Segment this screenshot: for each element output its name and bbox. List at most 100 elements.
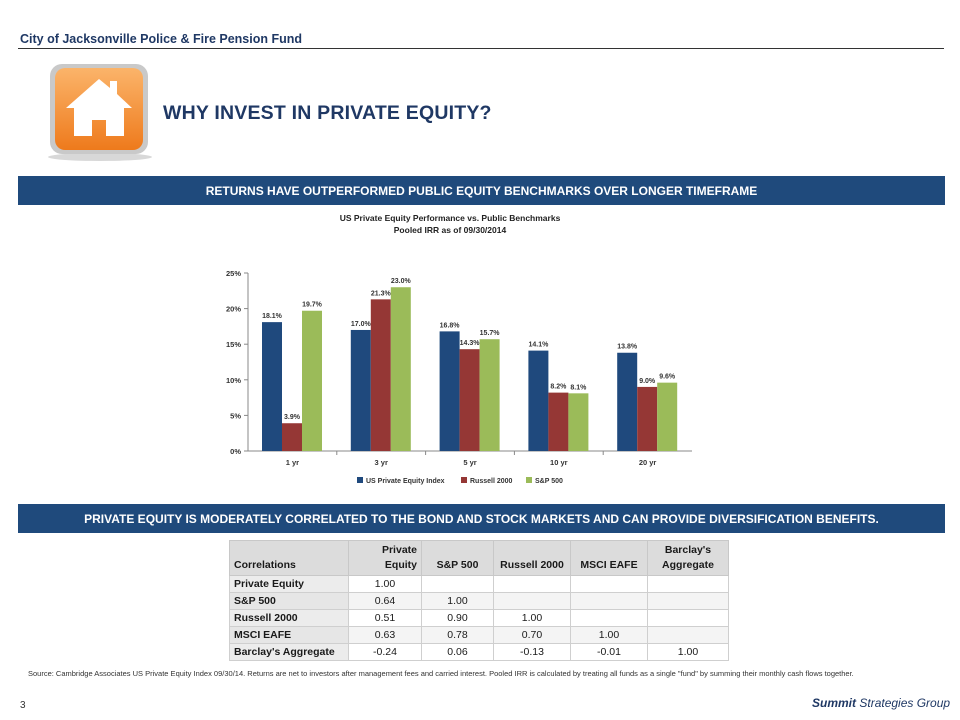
legend-label: Russell 2000 — [470, 478, 513, 485]
table-cell: 1.00 — [570, 626, 648, 644]
bar — [262, 322, 282, 451]
table-cell: 0.06 — [421, 643, 494, 661]
bar — [548, 392, 569, 451]
table-header: Russell 2000 — [493, 540, 571, 576]
table-cell: 1.00 — [348, 575, 422, 593]
x-tick-label: 5 yr — [463, 458, 476, 467]
y-tick-label: 15% — [226, 340, 241, 349]
data-label: 15.7% — [480, 330, 501, 337]
table-header: Private Equity — [348, 540, 422, 576]
bar — [637, 386, 658, 451]
bar — [459, 349, 480, 451]
table-cell: -0.24 — [348, 643, 422, 661]
table-cell: 1.00 — [647, 643, 729, 661]
x-tick-label: 1 yr — [286, 458, 299, 467]
data-label: 18.1% — [262, 313, 283, 320]
data-label: 9.6% — [659, 374, 676, 381]
table-row: Russell 2000 0.51 0.90 1.00 — [229, 609, 729, 627]
organization-name: City of Jacksonville Police & Fire Pensi… — [20, 32, 303, 46]
data-label: 16.8% — [440, 322, 461, 329]
bar — [617, 352, 638, 451]
row-label: S&P 500 — [229, 592, 349, 610]
data-label: 3.9% — [284, 414, 301, 421]
data-label: 13.8% — [617, 344, 638, 351]
table-cell: -0.01 — [570, 643, 648, 661]
data-label: 23.0% — [391, 278, 412, 285]
data-label: 9.0% — [639, 378, 656, 385]
data-label: 8.2% — [550, 384, 567, 391]
bar-chart: 0% 5% 10% 15% 20% 25% 18.1% 3.9% 19.7% 1 yr 17.0% 2… — [226, 269, 692, 485]
page-title: WHY INVEST IN PRIVATE EQUITY? — [163, 102, 492, 124]
y-tick-label: 25% — [226, 269, 241, 278]
x-tick-label: 20 yr — [639, 458, 657, 467]
legend-swatch — [357, 477, 363, 483]
table-cell: 0.90 — [421, 609, 494, 627]
data-label: 17.0% — [351, 321, 372, 328]
bar — [350, 329, 371, 451]
table-cell — [647, 575, 729, 593]
page-number: 3 — [20, 700, 26, 711]
legend-swatch — [461, 477, 467, 483]
y-tick-label: 5% — [230, 411, 241, 420]
bar — [528, 350, 549, 451]
data-label: 14.3% — [460, 340, 481, 347]
table-cell: 0.51 — [348, 609, 422, 627]
bar — [282, 423, 302, 451]
section-banner-correlation: PRIVATE EQUITY IS MODERATELY CORRELATED … — [18, 504, 945, 533]
bar — [479, 339, 500, 451]
bar — [370, 299, 391, 451]
table-row: S&P 500 0.64 1.00 — [229, 592, 729, 610]
table-cell: 1.00 — [493, 609, 571, 627]
table-row: Private Equity 1.00 — [229, 575, 729, 593]
x-tick-label: 10 yr — [550, 458, 568, 467]
bar — [302, 310, 322, 451]
table-header: MSCI EAFE — [570, 540, 648, 576]
data-label: 21.3% — [371, 290, 392, 297]
table-cell: 0.78 — [421, 626, 494, 644]
correlation-table: Correlations Private Equity S&P 500 Russ… — [229, 540, 729, 661]
table-row: MSCI EAFE 0.63 0.78 0.70 1.00 — [229, 626, 729, 644]
section-banner-returns: RETURNS HAVE OUTPERFORMED PUBLIC EQUITY … — [18, 176, 945, 205]
table-header: Correlations — [229, 540, 349, 576]
data-label: 14.1% — [528, 342, 549, 349]
table-cell — [570, 592, 648, 610]
table-cell: -0.13 — [493, 643, 571, 661]
table-cell — [647, 626, 729, 644]
table-cell — [647, 609, 729, 627]
y-tick-label: 20% — [226, 305, 241, 314]
table-cell — [570, 609, 648, 627]
table-cell — [493, 575, 571, 593]
logo-text: Strategies Group — [859, 696, 951, 710]
x-tick-label: 3 yr — [375, 458, 388, 467]
legend-label: S&P 500 — [535, 478, 563, 485]
table-cell: 0.64 — [348, 592, 422, 610]
y-tick-label: 0% — [230, 447, 241, 456]
chart-subtitle: Pooled IRR as of 09/30/2014 — [393, 225, 507, 235]
table-cell — [493, 592, 571, 610]
home-icon — [48, 64, 152, 161]
data-label: 19.7% — [302, 302, 323, 309]
table-cell — [421, 575, 494, 593]
logo-text: Summit — [812, 696, 857, 710]
table-cell — [647, 592, 729, 610]
table-cell: 1.00 — [421, 592, 494, 610]
chart-title: US Private Equity Performance vs. Public… — [339, 213, 561, 223]
row-label: MSCI EAFE — [229, 626, 349, 644]
row-label: Private Equity — [229, 575, 349, 593]
bar — [657, 382, 678, 451]
bar — [439, 331, 460, 451]
bar — [568, 393, 589, 451]
table-header: Barclay's Aggregate — [647, 540, 729, 576]
legend-label: US Private Equity Index — [366, 478, 445, 485]
table-cell: 0.63 — [348, 626, 422, 644]
company-logo: Summit Strategies Group — [812, 696, 950, 710]
table-cell — [570, 575, 648, 593]
data-label: 8.1% — [570, 384, 587, 391]
row-label: Russell 2000 — [229, 609, 349, 627]
table-cell: 0.70 — [493, 626, 571, 644]
table-row: Barclay's Aggregate -0.24 0.06 -0.13 -0.… — [229, 643, 729, 661]
header-divider — [18, 48, 944, 49]
legend-swatch — [526, 477, 532, 483]
row-label: Barclay's Aggregate — [229, 643, 349, 661]
y-tick-label: 10% — [226, 376, 241, 385]
